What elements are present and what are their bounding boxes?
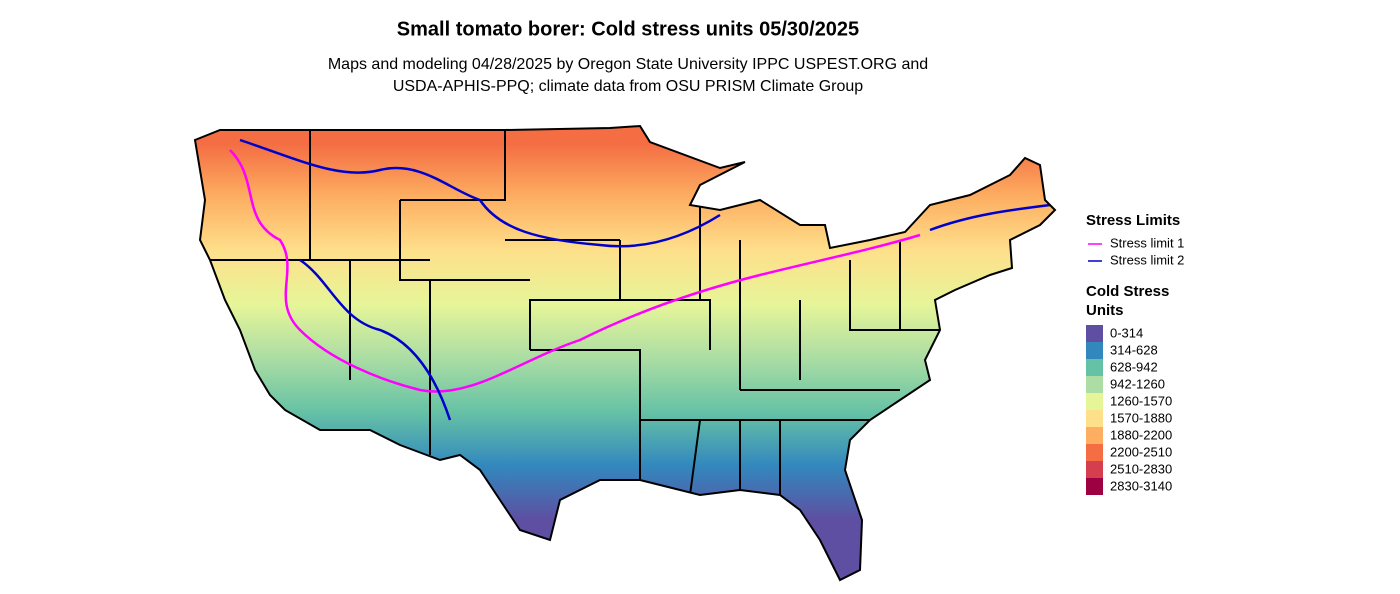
map <box>194 125 1056 581</box>
stress-limit-1-contour <box>229 149 921 393</box>
legend-label: 1260-1570 <box>1110 393 1172 408</box>
legend-swatch <box>1086 478 1103 495</box>
legend-label: Stress limit 2 <box>1110 252 1184 267</box>
legend-swatch <box>1086 393 1103 410</box>
legend-swatch <box>1086 342 1103 359</box>
title: Small tomato borer: Cold stress units 05… <box>397 18 859 40</box>
temperature-raster <box>195 126 1055 580</box>
legend-label: 1570-1880 <box>1110 410 1172 425</box>
legend-swatch <box>1086 427 1103 444</box>
legend-title: Cold Stress <box>1086 283 1169 300</box>
legend-swatch <box>1086 376 1103 393</box>
legend-label: 314-628 <box>1110 342 1158 357</box>
legend-title: Stress Limits <box>1086 212 1180 229</box>
legend-label: 2830-3140 <box>1110 478 1172 493</box>
legend: Stress Limits Cold Stress Units Stress l… <box>1086 212 1184 495</box>
legend-swatch <box>1086 444 1103 461</box>
legend-label: 628-942 <box>1110 359 1158 374</box>
legend-label: 2510-2830 <box>1110 461 1172 476</box>
legend-title: Units <box>1086 302 1124 319</box>
stress-limit-2-contour <box>239 138 1051 421</box>
legend-swatch <box>1086 325 1103 342</box>
legend-label: Stress limit 1 <box>1110 235 1184 250</box>
legend-swatch <box>1086 461 1103 478</box>
legend-label: 1880-2200 <box>1110 427 1172 442</box>
legend-swatch <box>1086 410 1103 427</box>
subtitle: Maps and modeling 04/28/2025 by Oregon S… <box>328 56 928 73</box>
legend-swatch <box>1086 359 1103 376</box>
legend-label: 2200-2510 <box>1110 444 1172 459</box>
legend-label: 0-314 <box>1110 325 1143 340</box>
legend-label: 942-1260 <box>1110 376 1165 391</box>
subtitle: USDA-APHIS-PPQ; climate data from OSU PR… <box>393 78 863 95</box>
